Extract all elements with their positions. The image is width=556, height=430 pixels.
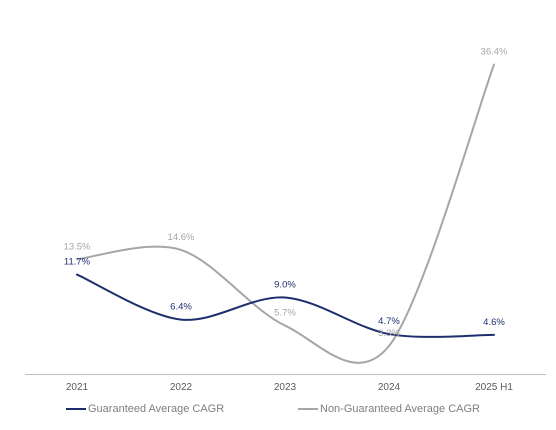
data-label-non-guaranteed: 13.5%	[64, 241, 91, 252]
legend-swatch-guaranteed	[66, 408, 86, 410]
line-chart: 2021 2022 2023 2024 2025 H1 11.7% 6.4% 9.0% 4.7…	[25, 47, 546, 393]
data-label-non-guaranteed: 36.4%	[481, 47, 508, 58]
x-axis: 2021 2022 2023 2024 2025 H1	[25, 374, 546, 393]
x-tick-label: 2021	[66, 382, 89, 393]
data-label-guaranteed: 11.7%	[64, 257, 91, 268]
data-label-non-guaranteed: 5.7%	[274, 308, 296, 319]
x-tick-label: 2022	[170, 382, 193, 393]
x-tick-label: 2025 H1	[475, 382, 513, 393]
series-lines	[76, 63, 495, 364]
legend: Guaranteed Average CAGR Non-Guaranteed A…	[0, 403, 556, 421]
data-label-guaranteed: 4.6%	[483, 317, 505, 328]
series-line-non-guaranteed	[76, 63, 495, 364]
data-label-non-guaranteed: 3.3%	[378, 328, 400, 339]
legend-label-non-guaranteed: Non-Guaranteed Average CAGR	[320, 403, 480, 415]
legend-label-guaranteed: Guaranteed Average CAGR	[88, 403, 225, 415]
legend-item-non-guaranteed: Non-Guaranteed Average CAGR	[298, 403, 480, 415]
legend-item-guaranteed: Guaranteed Average CAGR	[66, 403, 224, 415]
data-label-guaranteed: 6.4%	[170, 302, 192, 313]
data-label-non-guaranteed: 14.6%	[168, 232, 195, 243]
data-label-guaranteed: 9.0%	[274, 280, 296, 291]
data-label-guaranteed: 4.7%	[378, 316, 400, 327]
series-line-guaranteed	[76, 273, 495, 338]
legend-swatch-non-guaranteed	[298, 408, 318, 410]
x-tick-label: 2023	[274, 382, 297, 393]
x-tick-label: 2024	[378, 382, 401, 393]
data-labels: 11.7% 6.4% 9.0% 4.7% 4.6% 13.5% 14.6% 5.7% 3.3% 3…	[64, 47, 508, 339]
